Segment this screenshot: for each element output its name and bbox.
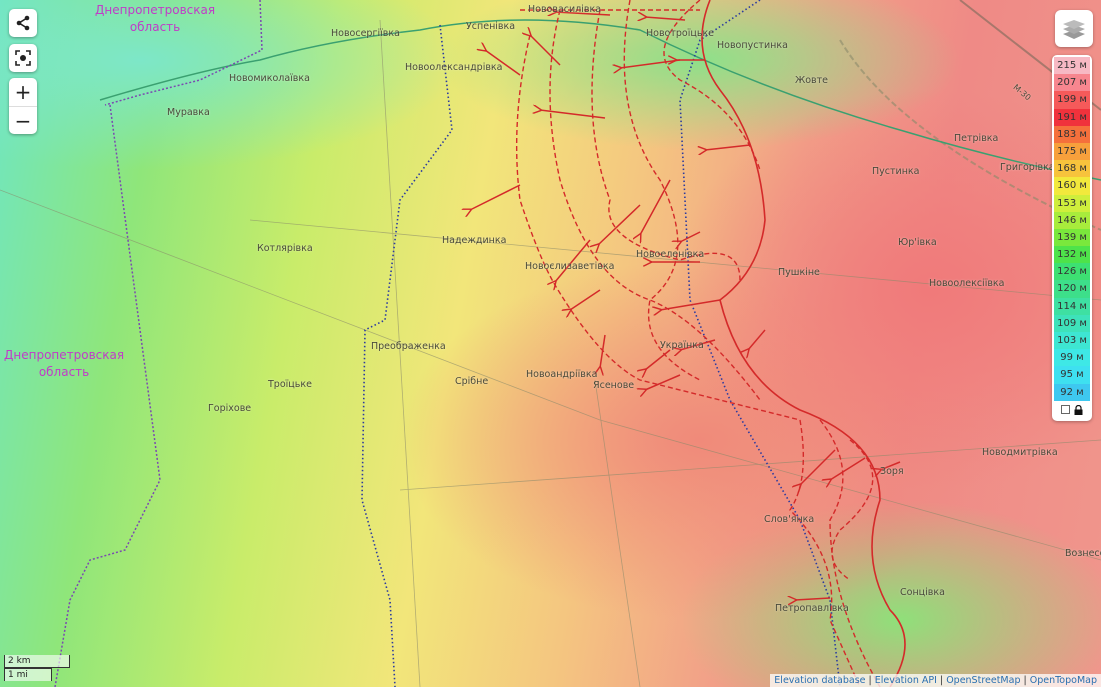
locate-icon: [15, 50, 31, 66]
legend-entry: 175 м: [1054, 142, 1090, 161]
region-name: Днепропетровская: [4, 348, 125, 362]
place-label: Новомиколаївка: [229, 73, 310, 84]
legend-entry: 215 м: [1054, 57, 1090, 75]
legend-entry: 132 м: [1054, 246, 1090, 264]
legend-entry: 191 м: [1054, 108, 1090, 126]
legend-entry: 168 м: [1054, 160, 1090, 178]
lock-icon: [1074, 404, 1083, 415]
place-label: Новотроїцьке: [646, 28, 715, 39]
place-label: Котлярівка: [257, 243, 313, 254]
place-label: Троїцьке: [268, 379, 312, 390]
region-type: область: [38, 365, 90, 379]
lock-checkbox[interactable]: [1061, 405, 1070, 415]
zoom-out-button[interactable]: −: [9, 106, 37, 134]
attribution-link[interactable]: OpenStreetMap: [946, 675, 1021, 686]
legend-entry: 160 м: [1054, 177, 1090, 195]
region-type: область: [129, 20, 181, 34]
place-label: Вознесенка: [1065, 548, 1101, 559]
legend-entry: 153 м: [1054, 194, 1090, 212]
place-label: Григорівка: [1000, 162, 1055, 173]
place-label: Новосергіївка: [331, 28, 400, 39]
place-label: Петрівка: [954, 133, 999, 144]
legend-entry: 95 м: [1054, 366, 1090, 384]
place-label: Преображенка: [371, 341, 446, 352]
scale-imperial: 1 mi: [4, 668, 52, 681]
place-label: Новодмитрівка: [982, 447, 1058, 458]
scale-metric: 2 km: [4, 655, 70, 668]
river: [99, 19, 1101, 181]
legend-entry: 120 м: [1054, 280, 1090, 298]
region-name: Днепропетровская: [95, 3, 216, 17]
place-label: Українка: [660, 340, 704, 351]
place-label: Пушкіне: [778, 267, 820, 278]
place-label: Новопустинка: [717, 40, 788, 51]
legend-entry: 207 м: [1054, 74, 1090, 92]
scale-bar: 2 km 1 mi: [4, 655, 70, 681]
zoom-in-button[interactable]: +: [14, 80, 32, 104]
place-label: Надеждинка: [442, 235, 507, 246]
locate-button[interactable]: [9, 44, 37, 72]
region-label: Днепропетровская область: [95, 2, 215, 36]
legend-entry: 99 м: [1054, 349, 1090, 367]
place-label: Ясенове: [593, 380, 635, 391]
share-icon: [16, 15, 30, 31]
district-boundaries: [361, 0, 841, 687]
place-label: Новоолександрівка: [405, 62, 503, 73]
legend-entry: 146 м: [1054, 211, 1090, 229]
place-label: Пустинка: [872, 166, 920, 177]
place-label: Новоандріївка: [526, 369, 598, 380]
legend-entry: 103 м: [1054, 332, 1090, 350]
place-label: Сонцівка: [900, 587, 945, 598]
place-label: Новоеленівка: [636, 249, 705, 260]
place-label: Нововасилівка: [528, 4, 602, 15]
place-label: Новоєлизаветівка: [525, 261, 615, 272]
legend-entry: 199 м: [1054, 91, 1090, 109]
region-label: Днепропетровская область: [4, 347, 124, 381]
place-label: Зоря: [880, 466, 904, 477]
attribution-link[interactable]: Elevation database: [774, 675, 866, 686]
legend-entry: 183 м: [1054, 125, 1090, 143]
front-line: [701, 0, 906, 687]
oblast-border: [54, 0, 263, 687]
share-button[interactable]: [9, 9, 37, 37]
attribution: Elevation database | Elevation API | Ope…: [770, 674, 1101, 687]
layers-button[interactable]: [1055, 10, 1093, 47]
legend-entry: 92 м: [1054, 383, 1090, 401]
legend-entry: 139 м: [1054, 228, 1090, 247]
legend-entry: 109 м: [1054, 314, 1090, 332]
legend-entry: 114 м: [1054, 297, 1090, 315]
place-label: Жовте: [795, 75, 829, 86]
elevation-legend: 215 м 207 м 199 м 191 м 183 м 175 м 168 м 160 м…: [1052, 55, 1092, 421]
legend-entry: 126 м: [1054, 263, 1090, 281]
place-label: Новоолексіївка: [929, 278, 1005, 289]
zoom-control: + −: [9, 78, 37, 134]
attribution-link[interactable]: OpenTopoMap: [1029, 675, 1097, 686]
layers-icon: [1063, 19, 1085, 39]
attribution-link[interactable]: Elevation API: [874, 675, 937, 686]
place-label: Юр'івка: [898, 237, 937, 248]
place-label: Петропавлівка: [775, 603, 849, 614]
place-label: Муравка: [167, 107, 210, 118]
place-label: Успенівка: [466, 21, 516, 32]
place-label: Срібне: [455, 376, 489, 387]
attack-arrows: [470, 12, 901, 600]
place-label: Горіхове: [208, 403, 252, 414]
place-label: Слов'янка: [764, 514, 815, 525]
